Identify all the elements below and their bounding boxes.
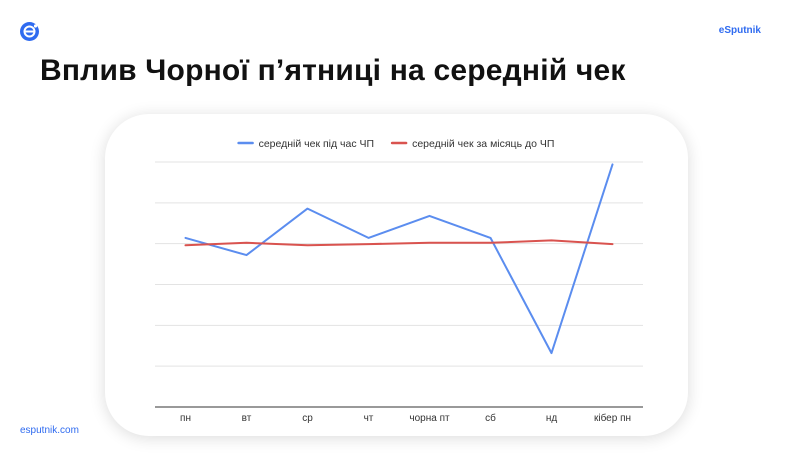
x-tick-label: чт [364,413,374,424]
x-tick-label: чорна пт [409,413,450,424]
legend-label-2: середній чек за місяць до ЧП [412,138,554,150]
x-tick-label: нд [546,413,558,424]
legend-label-1: середній чек під час ЧП [259,138,375,150]
x-tick-label: сб [485,412,496,424]
series-line-1 [184,163,614,355]
brand-name[interactable]: eSputnik [718,25,761,36]
series-line-2 [184,239,614,247]
esputnik-logo-icon [20,22,39,41]
footer-url[interactable]: esputnik.com [20,425,79,436]
x-tick-label: кібер пн [594,412,631,424]
x-tick-label: пн [180,413,191,424]
x-tick-label: вт [242,413,252,424]
chart-card: пн вт ср чт чорна пт сб нд кібер пн середній чек… [105,114,688,436]
x-tick-label: ср [302,413,313,424]
slide-title: Вплив Чорної п’ятниці на середній чек [40,54,626,87]
line-chart: пн вт ср чт чорна пт сб нд кібер пн середній чек… [155,138,643,424]
